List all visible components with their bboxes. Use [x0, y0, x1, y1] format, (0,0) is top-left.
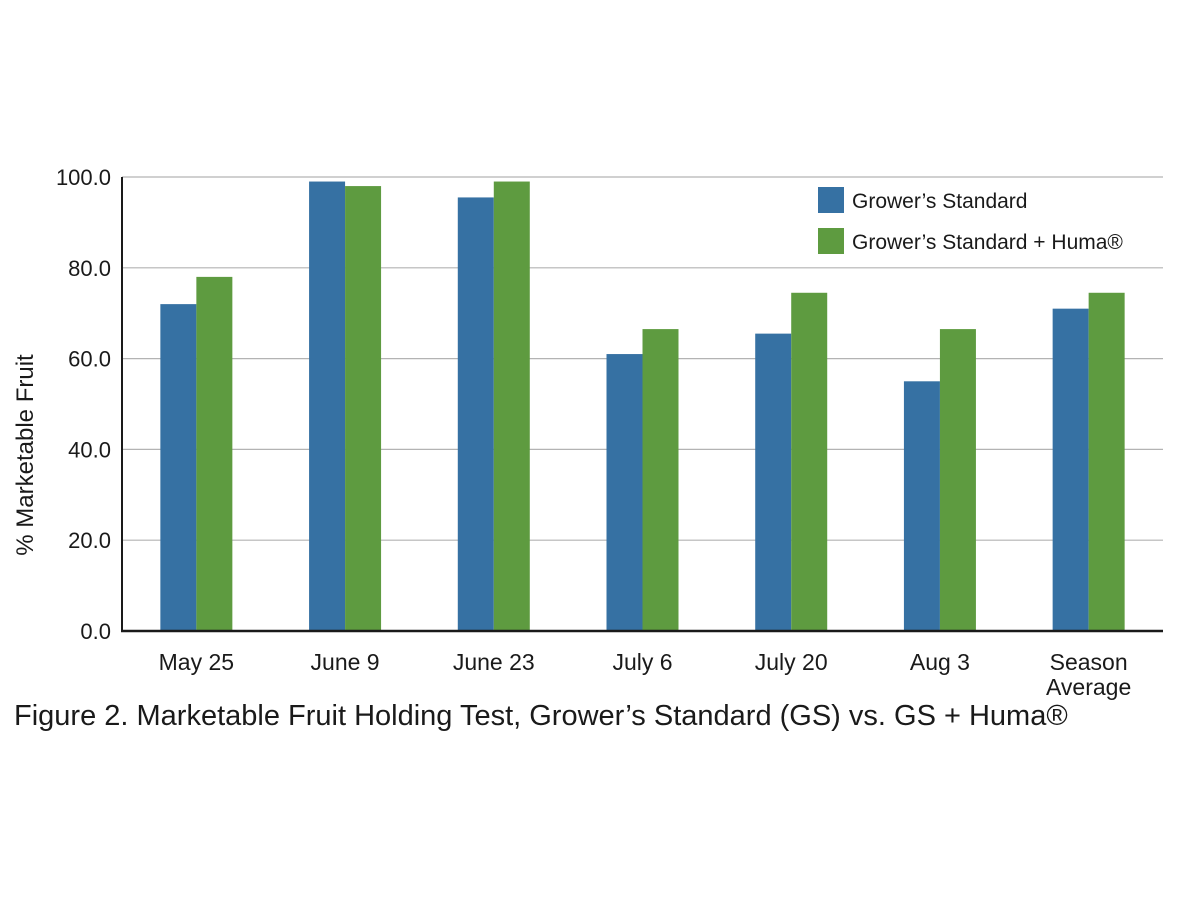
y-axis-title: % Marketable Fruit: [12, 354, 39, 556]
x-category-label: Average: [1046, 674, 1131, 700]
x-category-label: May 25: [159, 649, 234, 675]
bar-series-1: [1052, 308, 1089, 631]
bar-chart: 0.0 20.0 40.0 60.0 80.0 100.0 May 25 June 9 Jun…: [12, 165, 1163, 700]
bar-series-1: [903, 381, 940, 631]
x-category-label: July 20: [755, 649, 828, 675]
legend-swatch: [818, 228, 844, 254]
legend-label: Grower’s Standard + Huma®: [852, 231, 1123, 254]
x-category-label: July 6: [612, 649, 672, 675]
bar-series-2: [642, 329, 679, 631]
x-category-label: June 23: [453, 649, 535, 675]
bar-series-1: [160, 304, 197, 631]
bar-series-2: [345, 186, 382, 631]
axes: [121, 177, 1163, 633]
bar-series-2: [196, 276, 233, 631]
bars: [160, 181, 1125, 632]
bar-series-2: [1088, 292, 1125, 631]
bar-series-1: [457, 197, 494, 631]
y-tick-label: 100.0: [56, 165, 111, 190]
x-category-label: Aug 3: [910, 649, 970, 675]
bar-series-1: [606, 354, 643, 631]
bar-series-2: [493, 181, 530, 632]
legend-label: Grower’s Standard: [852, 190, 1027, 213]
y-tick-label: 0.0: [80, 619, 111, 644]
bar-series-2: [939, 329, 976, 631]
x-category-label: June 9: [311, 649, 380, 675]
bar-series-1: [755, 333, 792, 631]
figure-caption: Figure 2. Marketable Fruit Holding Test,…: [14, 700, 1068, 732]
legend-swatch: [818, 187, 844, 213]
y-tick-labels: 0.0 20.0 40.0 60.0 80.0 100.0: [56, 165, 111, 644]
y-tick-label: 40.0: [68, 437, 111, 462]
bar-series-2: [791, 292, 828, 631]
bar-series-1: [309, 181, 346, 632]
x-category-label: Season: [1050, 649, 1128, 675]
y-tick-label: 60.0: [68, 347, 111, 372]
legend: Grower’s Standard Grower’s Standard + Hum…: [818, 187, 1123, 254]
x-category-labels: May 25 June 9 June 23 July 6 July 20 Aug 3 Sea…: [159, 649, 1132, 700]
y-tick-label: 20.0: [68, 528, 111, 553]
y-tick-label: 80.0: [68, 256, 111, 281]
